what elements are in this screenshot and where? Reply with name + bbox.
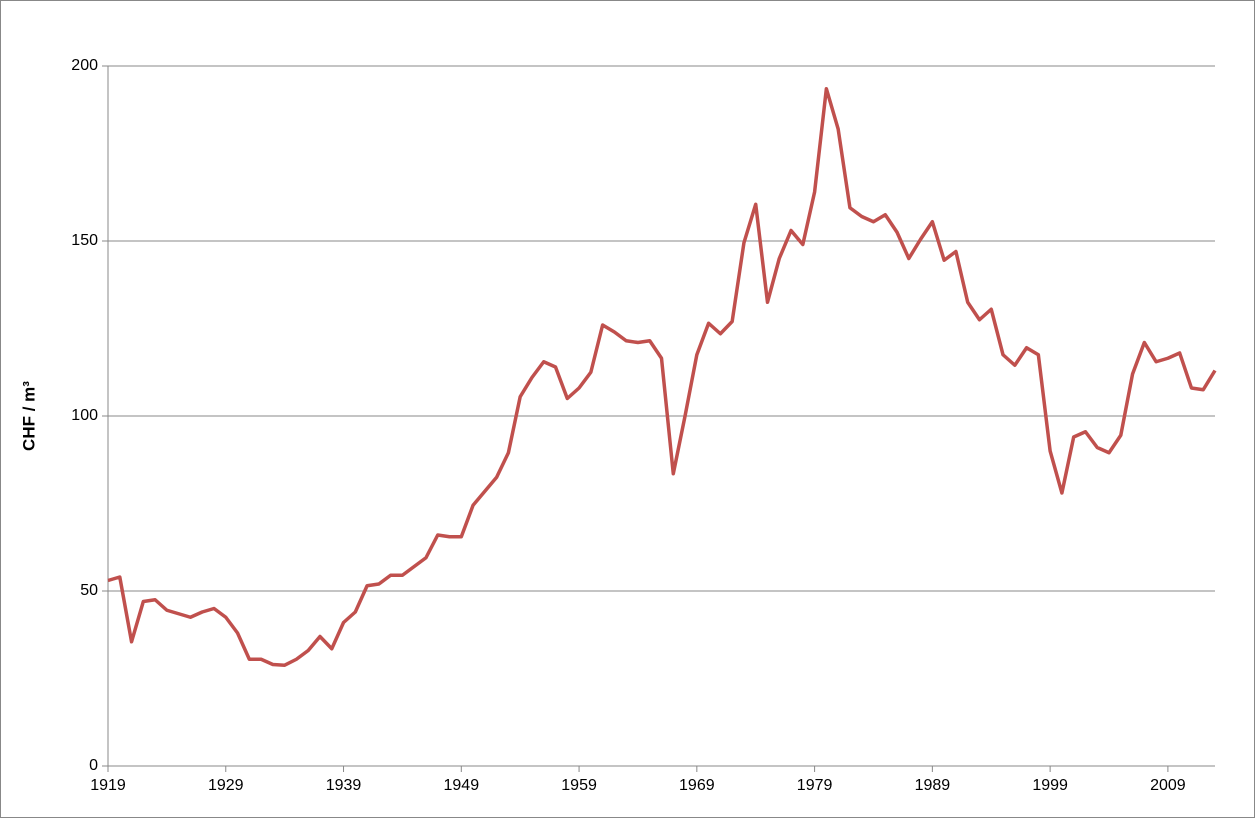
y-tick-label: 100	[71, 407, 98, 424]
x-tick-label: 1919	[90, 777, 126, 794]
x-tick-label: 2009	[1150, 777, 1186, 794]
y-tick-label: 200	[71, 57, 98, 74]
x-tick-label: 1929	[208, 777, 244, 794]
x-tick-label: 1989	[915, 777, 951, 794]
x-tick-label: 1959	[561, 777, 597, 794]
x-tick-label: 1979	[797, 777, 833, 794]
y-tick-label: 50	[80, 582, 98, 599]
y-tick-label: 0	[89, 757, 98, 774]
y-tick-label: 150	[71, 232, 98, 249]
x-tick-label: 1969	[679, 777, 715, 794]
x-tick-label: 1999	[1032, 777, 1068, 794]
y-axis-title: CHF / m³	[19, 381, 38, 451]
data-line	[107, 87, 1217, 667]
x-tick-label: 1949	[444, 777, 480, 794]
x-tick-label: 1939	[326, 777, 362, 794]
